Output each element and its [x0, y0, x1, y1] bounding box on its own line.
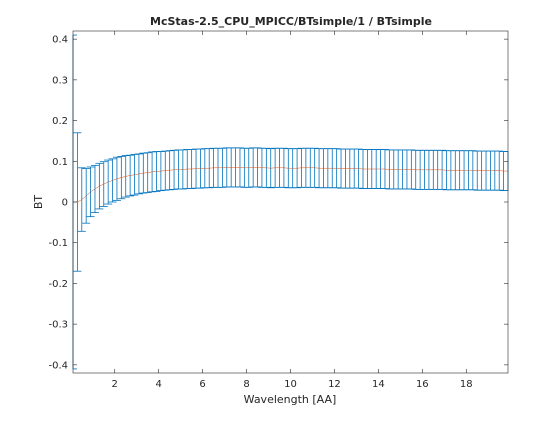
x-tick-label: 4 — [155, 379, 161, 390]
y-tick-label: 0.3 — [52, 75, 68, 86]
y-tick-label: -0.4 — [48, 360, 68, 371]
x-tick-label: 2 — [112, 379, 118, 390]
x-tick-label: 14 — [372, 379, 385, 390]
y-tick-label: 0 — [62, 198, 68, 209]
x-tick-label: 10 — [284, 379, 297, 390]
y-tick-label: -0.1 — [48, 238, 68, 249]
y-tick-label: -0.3 — [48, 320, 68, 331]
x-tick-label: 6 — [199, 379, 205, 390]
y-tick-label: -0.2 — [48, 279, 68, 290]
y-tick-label: 0.1 — [52, 157, 68, 168]
x-tick-label: 8 — [243, 379, 249, 390]
y-axis-label: BT — [32, 195, 45, 210]
y-tick-label: 0.2 — [52, 116, 68, 127]
ticks — [73, 31, 508, 373]
tick-labels: 2 4 6 8 10 12 14 16 18 -0.4 -0.3 -0.2 -0.1 0 0.1 0.2 0.3… — [48, 35, 472, 390]
x-tick-label: 18 — [460, 379, 473, 390]
x-axis-label: Wavelength [AA] — [244, 393, 337, 406]
x-tick-label: 16 — [416, 379, 429, 390]
x-tick-label: 12 — [328, 379, 341, 390]
y-tick-label: 0.4 — [52, 35, 68, 46]
chart-title: McStas-2.5_CPU_MPICC/BTsimple/1 / BTsimp… — [150, 15, 432, 28]
series-line — [73, 167, 508, 203]
